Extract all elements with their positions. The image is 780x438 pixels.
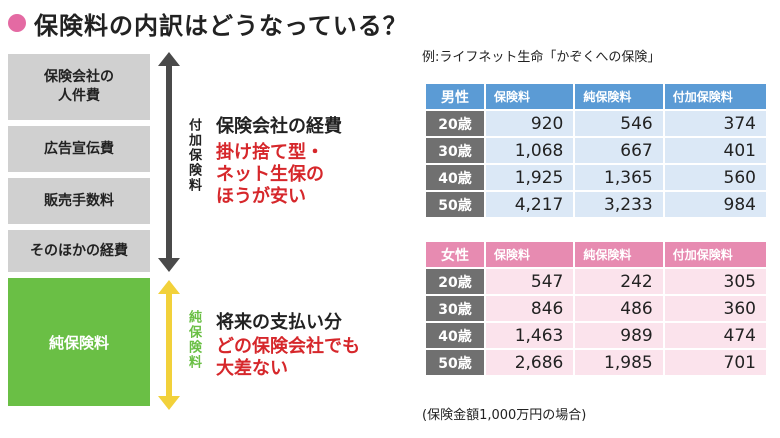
net-premium-vertical-label: 純保険料: [186, 310, 201, 370]
bullet-dot-icon: [8, 14, 26, 32]
loading-cell: 305: [664, 269, 766, 294]
column-header-loading: 付加保険料: [664, 242, 766, 267]
loading-detail-line-1: 掛け捨て型・: [216, 142, 324, 163]
loading-cell: 474: [664, 323, 766, 348]
premium-cell: 2,686: [486, 350, 574, 375]
net-cell: 667: [575, 138, 663, 163]
cost-box-advertising: 広告宣伝費: [8, 126, 150, 172]
age-cell: 20歳: [426, 269, 484, 294]
bracket-arrows: [158, 52, 180, 410]
cost-box-other-expenses: そのほかの経費: [8, 230, 150, 272]
net-cell: 486: [575, 296, 663, 321]
table-header-row: 女性 保険料 純保険料 付加保険料: [426, 242, 766, 267]
table-row: 40歳 1,925 1,365 560: [426, 165, 766, 190]
column-header-premium: 保険料: [486, 84, 574, 109]
net-cell: 1,365: [575, 165, 663, 190]
gender-header: 女性: [426, 242, 484, 267]
cost-box-label: 販売手数料: [44, 192, 114, 209]
title-text: 保険料の内訳はどうなっている？: [34, 11, 408, 40]
net-range-arrow-icon: [158, 280, 180, 410]
age-cell: 30歳: [426, 296, 484, 321]
age-cell: 40歳: [426, 323, 484, 348]
loading-cell: 360: [664, 296, 766, 321]
column-header-net: 純保険料: [575, 84, 663, 109]
example-caption: 例:ライフネット生命「かぞくへの保険」: [422, 50, 661, 65]
net-cell: 546: [575, 111, 663, 136]
premium-cell: 4,217: [486, 192, 574, 217]
table-row: 20歳 920 546 374: [426, 111, 766, 136]
gender-header: 男性: [426, 84, 484, 109]
female-premium-table: 女性 保険料 純保険料 付加保険料 20歳 547 242 305 30歳 84…: [424, 240, 768, 377]
loading-detail-line-2: ネット生保の: [216, 164, 324, 185]
premium-cell: 1,925: [486, 165, 574, 190]
table-row: 20歳 547 242 305: [426, 269, 766, 294]
age-cell: 30歳: [426, 138, 484, 163]
net-detail-line-1: どの保険会社でも: [216, 336, 360, 357]
table-row: 40歳 1,463 989 474: [426, 323, 766, 348]
loading-premium-vertical-label: 付加保険料: [186, 118, 201, 193]
cost-box-personnel: 保険会社の 人件費: [8, 54, 150, 120]
table-row: 30歳 846 486 360: [426, 296, 766, 321]
column-header-loading: 付加保険料: [664, 84, 766, 109]
premium-cell: 1,068: [486, 138, 574, 163]
male-premium-table: 男性 保険料 純保険料 付加保険料 20歳 920 546 374 30歳 1,…: [424, 82, 768, 219]
net-heading: 将来の支払い分: [216, 312, 342, 333]
loading-cell: 701: [664, 350, 766, 375]
age-cell: 50歳: [426, 350, 484, 375]
net-detail-line-2: 大差ない: [216, 358, 288, 379]
premium-cell: 547: [486, 269, 574, 294]
loading-detail-line-3: ほうが安い: [216, 186, 306, 207]
loading-cell: 984: [664, 192, 766, 217]
loading-cell: 374: [664, 111, 766, 136]
loading-cell: 560: [664, 165, 766, 190]
table-row: 50歳 2,686 1,985 701: [426, 350, 766, 375]
column-header-premium: 保険料: [486, 242, 574, 267]
table-row: 30歳 1,068 667 401: [426, 138, 766, 163]
age-cell: 40歳: [426, 165, 484, 190]
net-cell: 989: [575, 323, 663, 348]
cost-box-label: そのほかの経費: [30, 242, 128, 259]
premium-cell: 846: [486, 296, 574, 321]
age-cell: 50歳: [426, 192, 484, 217]
net-cell: 3,233: [575, 192, 663, 217]
premium-cell: 1,463: [486, 323, 574, 348]
column-header-net: 純保険料: [575, 242, 663, 267]
premium-cell: 920: [486, 111, 574, 136]
loading-heading: 保険会社の経費: [216, 116, 342, 137]
net-cell: 1,985: [575, 350, 663, 375]
table-row: 50歳 4,217 3,233 984: [426, 192, 766, 217]
net-premium-box: 純保険料: [8, 278, 150, 406]
net-premium-label: 純保険料: [48, 333, 109, 352]
net-cell: 242: [575, 269, 663, 294]
age-cell: 20歳: [426, 111, 484, 136]
table-header-row: 男性 保険料 純保険料 付加保険料: [426, 84, 766, 109]
loading-cell: 401: [664, 138, 766, 163]
cost-box-sales-commission: 販売手数料: [8, 178, 150, 224]
cost-box-label: 保険会社の 人件費: [44, 69, 114, 104]
cost-box-label: 広告宣伝費: [44, 140, 114, 157]
footnote: (保険金額1,000万円の場合): [422, 408, 587, 423]
loading-range-arrow-icon: [158, 52, 180, 272]
page-title: 保険料の内訳はどうなっている？: [8, 6, 408, 40]
